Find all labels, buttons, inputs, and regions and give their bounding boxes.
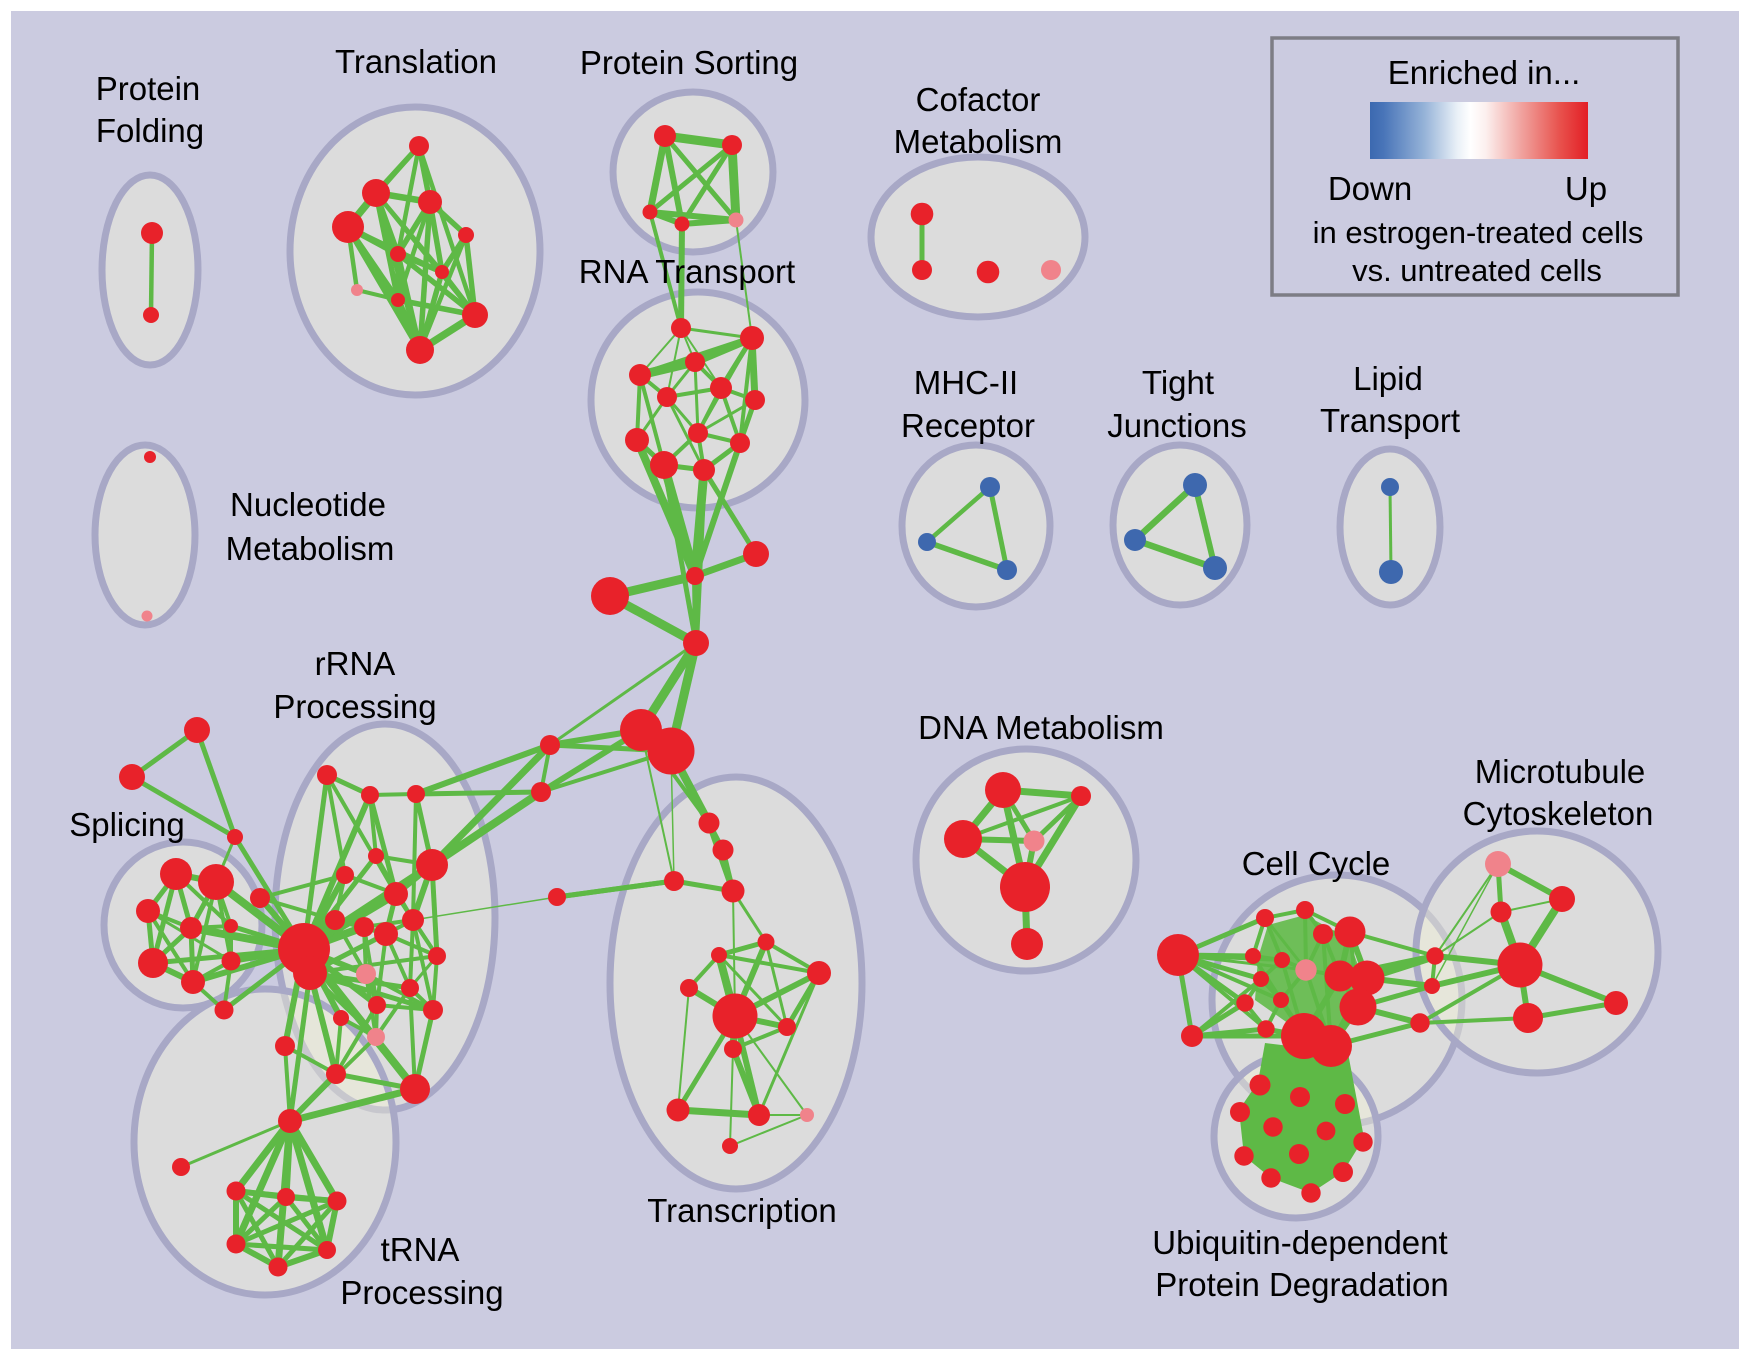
svg-text:Down: Down xyxy=(1328,170,1412,207)
svg-text:rRNA: rRNA xyxy=(315,645,396,682)
svg-text:Ubiquitin-dependent: Ubiquitin-dependent xyxy=(1152,1224,1447,1261)
svg-text:Protein: Protein xyxy=(96,70,201,107)
svg-text:Splicing: Splicing xyxy=(69,806,185,843)
svg-text:MHC-II: MHC-II xyxy=(914,364,1018,401)
svg-text:Cytoskeleton: Cytoskeleton xyxy=(1463,795,1654,832)
svg-text:Tight: Tight xyxy=(1142,364,1214,401)
svg-text:Protein Degradation: Protein Degradation xyxy=(1155,1266,1449,1303)
svg-text:Processing: Processing xyxy=(273,688,436,725)
svg-text:Up: Up xyxy=(1565,170,1607,207)
svg-text:Folding: Folding xyxy=(96,112,204,149)
svg-text:Transcription: Transcription xyxy=(647,1192,837,1229)
svg-text:Metabolism: Metabolism xyxy=(894,123,1063,160)
svg-text:Receptor: Receptor xyxy=(901,407,1035,444)
svg-text:Transport: Transport xyxy=(1320,402,1460,439)
svg-text:in estrogen-treated cells: in estrogen-treated cells xyxy=(1313,215,1644,250)
svg-text:Metabolism: Metabolism xyxy=(226,530,395,567)
svg-text:DNA Metabolism: DNA Metabolism xyxy=(918,709,1164,746)
svg-text:Microtubule: Microtubule xyxy=(1475,753,1646,790)
svg-text:vs. untreated cells: vs. untreated cells xyxy=(1352,253,1602,288)
svg-text:Enriched in...: Enriched in... xyxy=(1388,54,1581,91)
svg-text:Junctions: Junctions xyxy=(1107,407,1246,444)
svg-text:Lipid: Lipid xyxy=(1353,360,1423,397)
svg-text:Processing: Processing xyxy=(340,1274,503,1311)
svg-text:Nucleotide: Nucleotide xyxy=(230,486,386,523)
svg-text:Cell Cycle: Cell Cycle xyxy=(1242,845,1391,882)
svg-text:Protein Sorting: Protein Sorting xyxy=(580,44,798,81)
svg-text:Cofactor: Cofactor xyxy=(916,81,1041,118)
svg-text:tRNA: tRNA xyxy=(381,1231,460,1268)
svg-text:Translation: Translation xyxy=(335,43,497,80)
svg-text:RNA Transport: RNA Transport xyxy=(579,253,795,290)
